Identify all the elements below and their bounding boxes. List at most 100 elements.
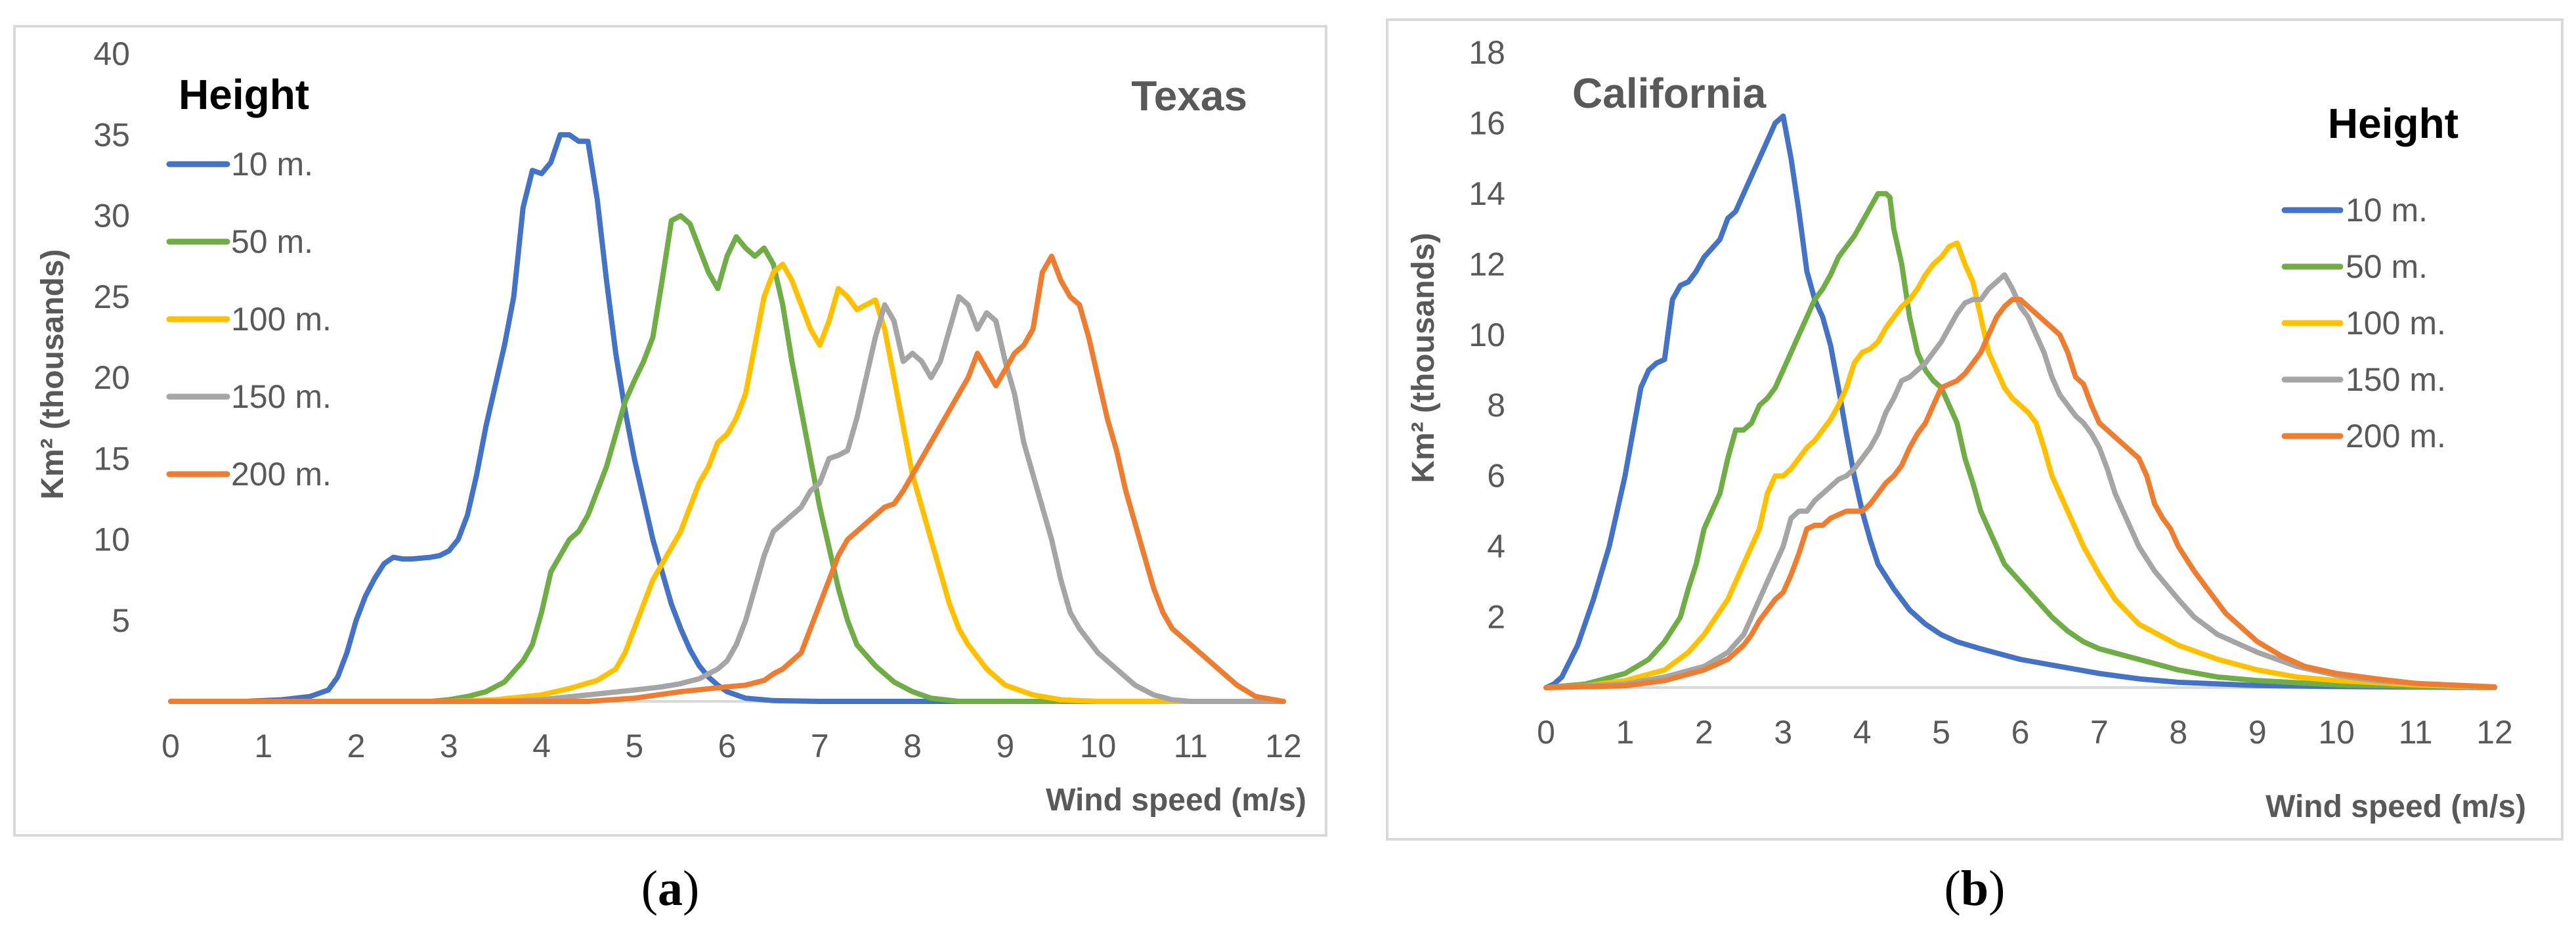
chart-title: California [1572,70,1767,117]
x-tick-label: 8 [2169,714,2187,751]
y-tick-label: 6 [1487,458,1505,495]
x-tick-label: 1 [1616,714,1635,751]
x-tick-label: 11 [2399,714,2433,751]
caption-letter: a [658,861,683,916]
x-tick-label: 10 [1080,728,1117,764]
legend-title: Height [2328,100,2458,147]
x-tick-label: 9 [996,728,1014,764]
series-line-200mm [168,254,1286,704]
x-tick-label: 12 [1265,728,1302,764]
legend-label: 200 m. [231,456,332,493]
y-tick-label: 18 [1469,34,1505,71]
series-line-200mm [1543,297,2497,690]
x-tick-label: 3 [440,728,458,764]
series-line-50mm [168,213,1286,704]
y-tick-label: 40 [93,35,130,72]
series-line-150mm [168,294,1286,704]
chart-title: Texas [1131,72,1247,120]
y-tick-label: 20 [93,359,130,396]
series-line-100mm [1543,240,2497,690]
y-tick-label: 5 [112,602,130,639]
x-tick-label: 4 [532,728,551,764]
caption-b: (b) [1944,861,2006,916]
x-tick-label: 12 [2476,714,2513,751]
y-axis-title: Km² (thousands) [1406,232,1441,483]
x-tick-label: 1 [254,728,272,764]
y-tick-label: 10 [93,521,130,558]
series-line-100mm [168,261,1286,704]
x-tick-label: 4 [1853,714,1872,751]
y-tick-label: 14 [1469,175,1505,212]
legend-item: 50 m. [2281,248,2428,285]
y-tick-label: 30 [93,198,130,234]
legend-item: 10 m. [166,146,313,183]
y-tick-label: 35 [93,116,130,153]
legend-label: 10 m. [231,146,313,183]
legend-item: 150 m. [2281,361,2446,398]
x-tick-label: 6 [718,728,737,764]
y-tick-label: 12 [1469,246,1505,282]
x-tick-label: 11 [1174,728,1208,764]
series-line-50mm [1543,190,2497,690]
legend-item: 10 m. [2281,192,2428,229]
caption-close-paren: ) [683,861,699,916]
caption-close-paren: ) [1988,861,2005,916]
series-line-150mm [1543,272,2497,690]
legend-label: 100 m. [231,301,332,338]
x-tick-label: 5 [625,728,643,764]
legend-label: 200 m. [2346,418,2446,454]
legend-item: 150 m. [166,378,332,415]
x-tick-label: 9 [2248,714,2267,751]
x-tick-label: 2 [347,728,366,764]
series-line-10mm [168,132,1286,704]
x-tick-label: 3 [1774,714,1792,751]
legend-item: 200 m. [166,456,332,493]
x-tick-label: 2 [1695,714,1713,751]
x-axis-title: Wind speed (m/s) [2265,789,2526,824]
chart-frame [1386,18,2564,841]
y-tick-label: 15 [93,440,130,477]
y-tick-label: 10 [1469,317,1505,353]
legend-item: 100 m. [2281,305,2446,342]
x-axis-title: Wind speed (m/s) [1046,783,1306,818]
series-lines [1543,113,2497,690]
x-tick-label: 8 [903,728,922,764]
caption-open-paren: ( [641,861,658,916]
y-tick-label: 4 [1487,528,1505,565]
x-tick-label: 10 [2318,714,2355,751]
y-tick-label: 16 [1469,104,1505,141]
legend-label: 150 m. [2346,361,2446,398]
caption-open-paren: ( [1944,861,1961,916]
legend: 10 m. 50 m. 100 m. 150 m. 200 m. [166,146,332,493]
x-tick-label: 7 [811,728,829,764]
y-tick-label: 8 [1487,387,1505,424]
series-lines [168,132,1286,704]
y-tick-label: 25 [93,278,130,315]
chart-frame [13,25,1327,837]
legend-label: 10 m. [2346,192,2428,229]
series-line-10mm [1543,113,2497,690]
legend-item: 50 m. [166,223,313,260]
x-tick-label: 0 [161,728,180,764]
legend-label: 150 m. [231,378,332,415]
x-tick-label: 7 [2090,714,2109,751]
legend: 10 m. 50 m. 100 m. 150 m. 200 m. [2281,192,2446,454]
x-tick-label: 5 [1932,714,1950,751]
legend-label: 50 m. [231,223,313,260]
x-tick-label: 6 [2011,714,2030,751]
legend-item: 200 m. [2281,418,2446,454]
legend-title: Height [179,71,309,118]
x-tick-label: 0 [1537,714,1555,751]
legend-label: 50 m. [2346,248,2428,285]
y-axis-title: Km² (thousands) [35,249,70,499]
y-tick-label: 2 [1487,599,1505,636]
legend-label: 100 m. [2346,305,2446,342]
legend-item: 100 m. [166,301,332,338]
caption-letter: b [1961,861,1988,916]
caption-a: (a) [641,861,700,916]
